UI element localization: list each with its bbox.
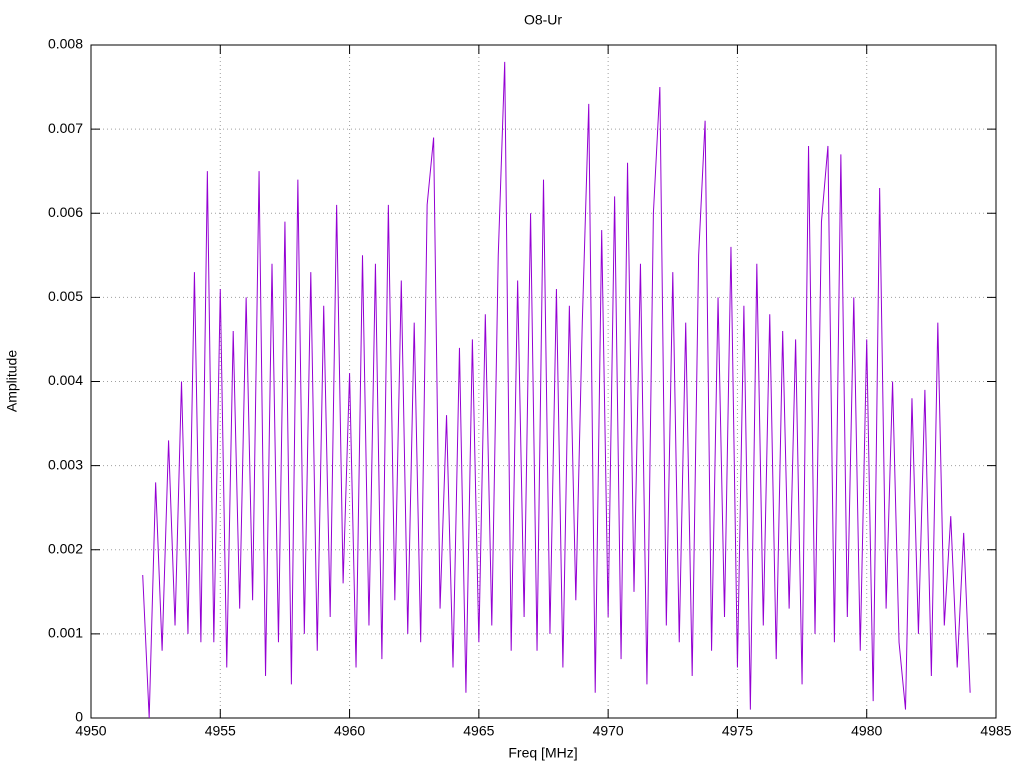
x-tick-label: 4975: [722, 723, 753, 739]
y-tick-label: 0: [75, 709, 83, 725]
y-axis-label: Amplitude: [4, 350, 20, 412]
x-tick-label: 4955: [205, 723, 236, 739]
x-tick-label: 4960: [334, 723, 365, 739]
y-tick-label: 0.008: [48, 36, 83, 52]
x-tick-label: 4950: [75, 723, 106, 739]
x-tick-label: 4985: [980, 723, 1011, 739]
x-tick-label: 4970: [593, 723, 624, 739]
data-line: [142, 61, 971, 719]
x-axis-label: Freq [MHz]: [508, 745, 577, 761]
plot-frame: [90, 44, 997, 719]
y-tick-label: 0.004: [48, 372, 83, 388]
y-tick-label: 0.003: [48, 456, 83, 472]
y-tick-label: 0.002: [48, 540, 83, 556]
y-tick-label: 0.005: [48, 288, 83, 304]
y-tick-label: 0.001: [48, 625, 83, 641]
x-tick-label: 4980: [851, 723, 882, 739]
x-tick-label: 4965: [463, 723, 494, 739]
y-tick-label: 0.006: [48, 204, 83, 220]
y-tick-label: 0.007: [48, 120, 83, 136]
chart-title: O8-Ur: [524, 12, 562, 28]
